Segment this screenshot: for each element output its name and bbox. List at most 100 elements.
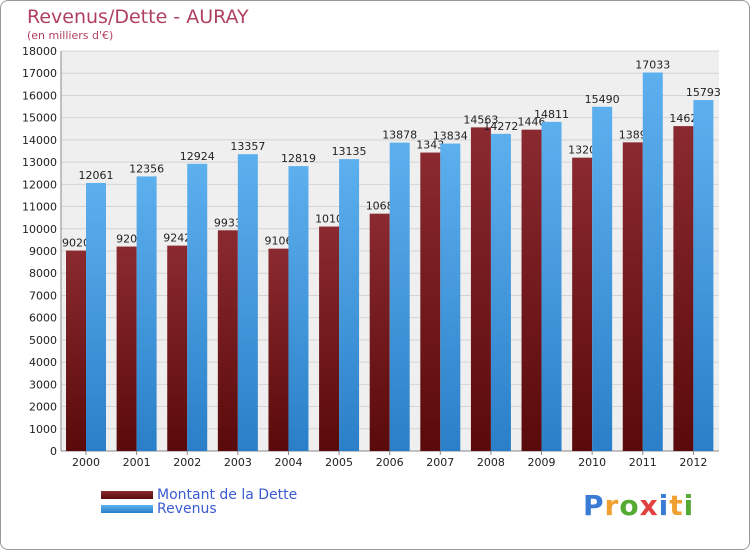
bar-revenus — [237, 154, 258, 451]
x-tick-label: 2009 — [528, 456, 556, 469]
data-label-dette: 1446 — [518, 116, 546, 129]
bar-revenus — [288, 166, 309, 451]
bar-revenus — [541, 121, 562, 451]
bar-dette — [167, 245, 188, 451]
y-tick-label: 10000 — [22, 223, 57, 236]
y-tick-label: 7000 — [29, 289, 57, 302]
data-label-revenus: 12356 — [129, 162, 164, 175]
bar-dette — [116, 246, 137, 451]
brand-letter: x — [639, 489, 659, 522]
legend-swatch-revenus — [101, 505, 153, 513]
data-label-dette: 9106 — [264, 235, 292, 248]
bar-dette — [66, 250, 86, 451]
brand-letter: t — [669, 489, 684, 522]
data-label-dette: 1462 — [669, 112, 697, 125]
y-tick-label: 3000 — [29, 378, 57, 391]
bar-revenus — [136, 176, 157, 451]
data-label-dette: 920 — [116, 233, 137, 246]
data-label-revenus: 15793 — [686, 86, 721, 99]
bar-dette — [470, 127, 491, 451]
bar-revenus — [86, 182, 106, 451]
x-tick-label: 2010 — [578, 456, 606, 469]
bar-revenus — [693, 100, 714, 452]
y-tick-label: 11000 — [22, 201, 57, 214]
y-tick-label: 17000 — [22, 67, 57, 80]
bar-revenus — [490, 133, 511, 451]
brand-letter: i — [658, 489, 670, 522]
bar-dette — [268, 248, 289, 451]
data-label-revenus: 17033 — [635, 58, 670, 71]
x-tick-label: 2012 — [679, 456, 707, 469]
data-label-dette: 9020 — [62, 237, 90, 250]
chart-title: Revenus/Dette - AURAY — [27, 6, 249, 28]
data-label-revenus: 14272 — [483, 120, 518, 133]
bar-dette — [572, 157, 593, 451]
bar-dette — [217, 230, 238, 451]
x-tick-label: 2003 — [224, 456, 252, 469]
brand-letter: r — [604, 489, 620, 522]
data-label-dette: 1320 — [568, 144, 596, 157]
y-tick-label: 4000 — [29, 356, 57, 369]
brand-letter: P — [583, 489, 605, 522]
y-tick-label: 15000 — [22, 112, 57, 125]
bar-revenus — [389, 142, 410, 451]
x-tick-label: 2008 — [477, 456, 505, 469]
data-label-dette: 9242 — [163, 232, 191, 245]
y-tick-label: 9000 — [29, 245, 57, 258]
bar-revenus — [440, 143, 461, 452]
legend-item-dette: Montant de la Dette — [101, 487, 297, 503]
bar-revenus — [642, 72, 663, 451]
data-label-revenus: 13357 — [230, 140, 265, 153]
data-label-revenus: 13135 — [332, 145, 367, 158]
y-tick-label: 12000 — [22, 178, 57, 191]
x-tick-label: 2007 — [426, 456, 454, 469]
legend-label-revenus: Revenus — [157, 501, 217, 517]
x-tick-label: 2006 — [376, 456, 404, 469]
x-tick-label: 2001 — [123, 456, 151, 469]
data-label-revenus: 14811 — [534, 108, 569, 121]
y-tick-label: 13000 — [22, 156, 57, 169]
y-tick-label: 16000 — [22, 89, 57, 102]
data-label-dette: 9933 — [214, 216, 242, 229]
bar-dette — [420, 152, 441, 452]
y-tick-label: 18000 — [22, 45, 57, 58]
data-label-revenus: 12061 — [79, 169, 114, 182]
data-label-revenus: 12819 — [281, 152, 316, 165]
legend-swatch-dette — [101, 491, 153, 499]
data-label-dette: 14563 — [463, 113, 498, 126]
y-tick-label: 5000 — [29, 334, 57, 347]
brand-logo: Proxiti — [583, 489, 694, 522]
data-label-dette: 1343 — [416, 139, 444, 152]
y-tick-label: 2000 — [29, 401, 57, 414]
bar-dette — [319, 226, 340, 451]
bar-revenus — [187, 163, 208, 452]
data-label-dette: 1068 — [366, 200, 394, 213]
bar-revenus — [592, 106, 613, 452]
y-tick-label: 8000 — [29, 267, 57, 280]
x-tick-label: 2005 — [325, 456, 353, 469]
bar-dette — [622, 142, 643, 452]
x-tick-label: 2004 — [274, 456, 302, 469]
y-tick-label: 0 — [50, 445, 57, 458]
data-label-dette: 1010 — [315, 213, 343, 226]
data-label-revenus: 12924 — [180, 150, 215, 163]
brand-letter: i — [683, 489, 695, 522]
legend-label-dette: Montant de la Dette — [157, 487, 298, 503]
legend-item-revenus: Revenus — [101, 501, 217, 517]
data-label-dette: 1389 — [619, 128, 647, 141]
bar-dette — [673, 126, 694, 451]
bar-dette — [369, 213, 390, 451]
x-tick-label: 2011 — [629, 456, 657, 469]
data-label-revenus: 13834 — [433, 130, 468, 143]
x-tick-label: 2002 — [173, 456, 201, 469]
y-tick-label: 1000 — [29, 423, 57, 436]
x-tick-label: 2000 — [72, 456, 100, 469]
data-label-revenus: 13878 — [382, 129, 417, 142]
bar-revenus — [339, 159, 360, 451]
brand-letter: o — [619, 489, 640, 522]
data-label-revenus: 15490 — [585, 93, 620, 106]
y-tick-label: 14000 — [22, 134, 57, 147]
chart-subtitle: (en milliers d'€) — [27, 29, 114, 42]
